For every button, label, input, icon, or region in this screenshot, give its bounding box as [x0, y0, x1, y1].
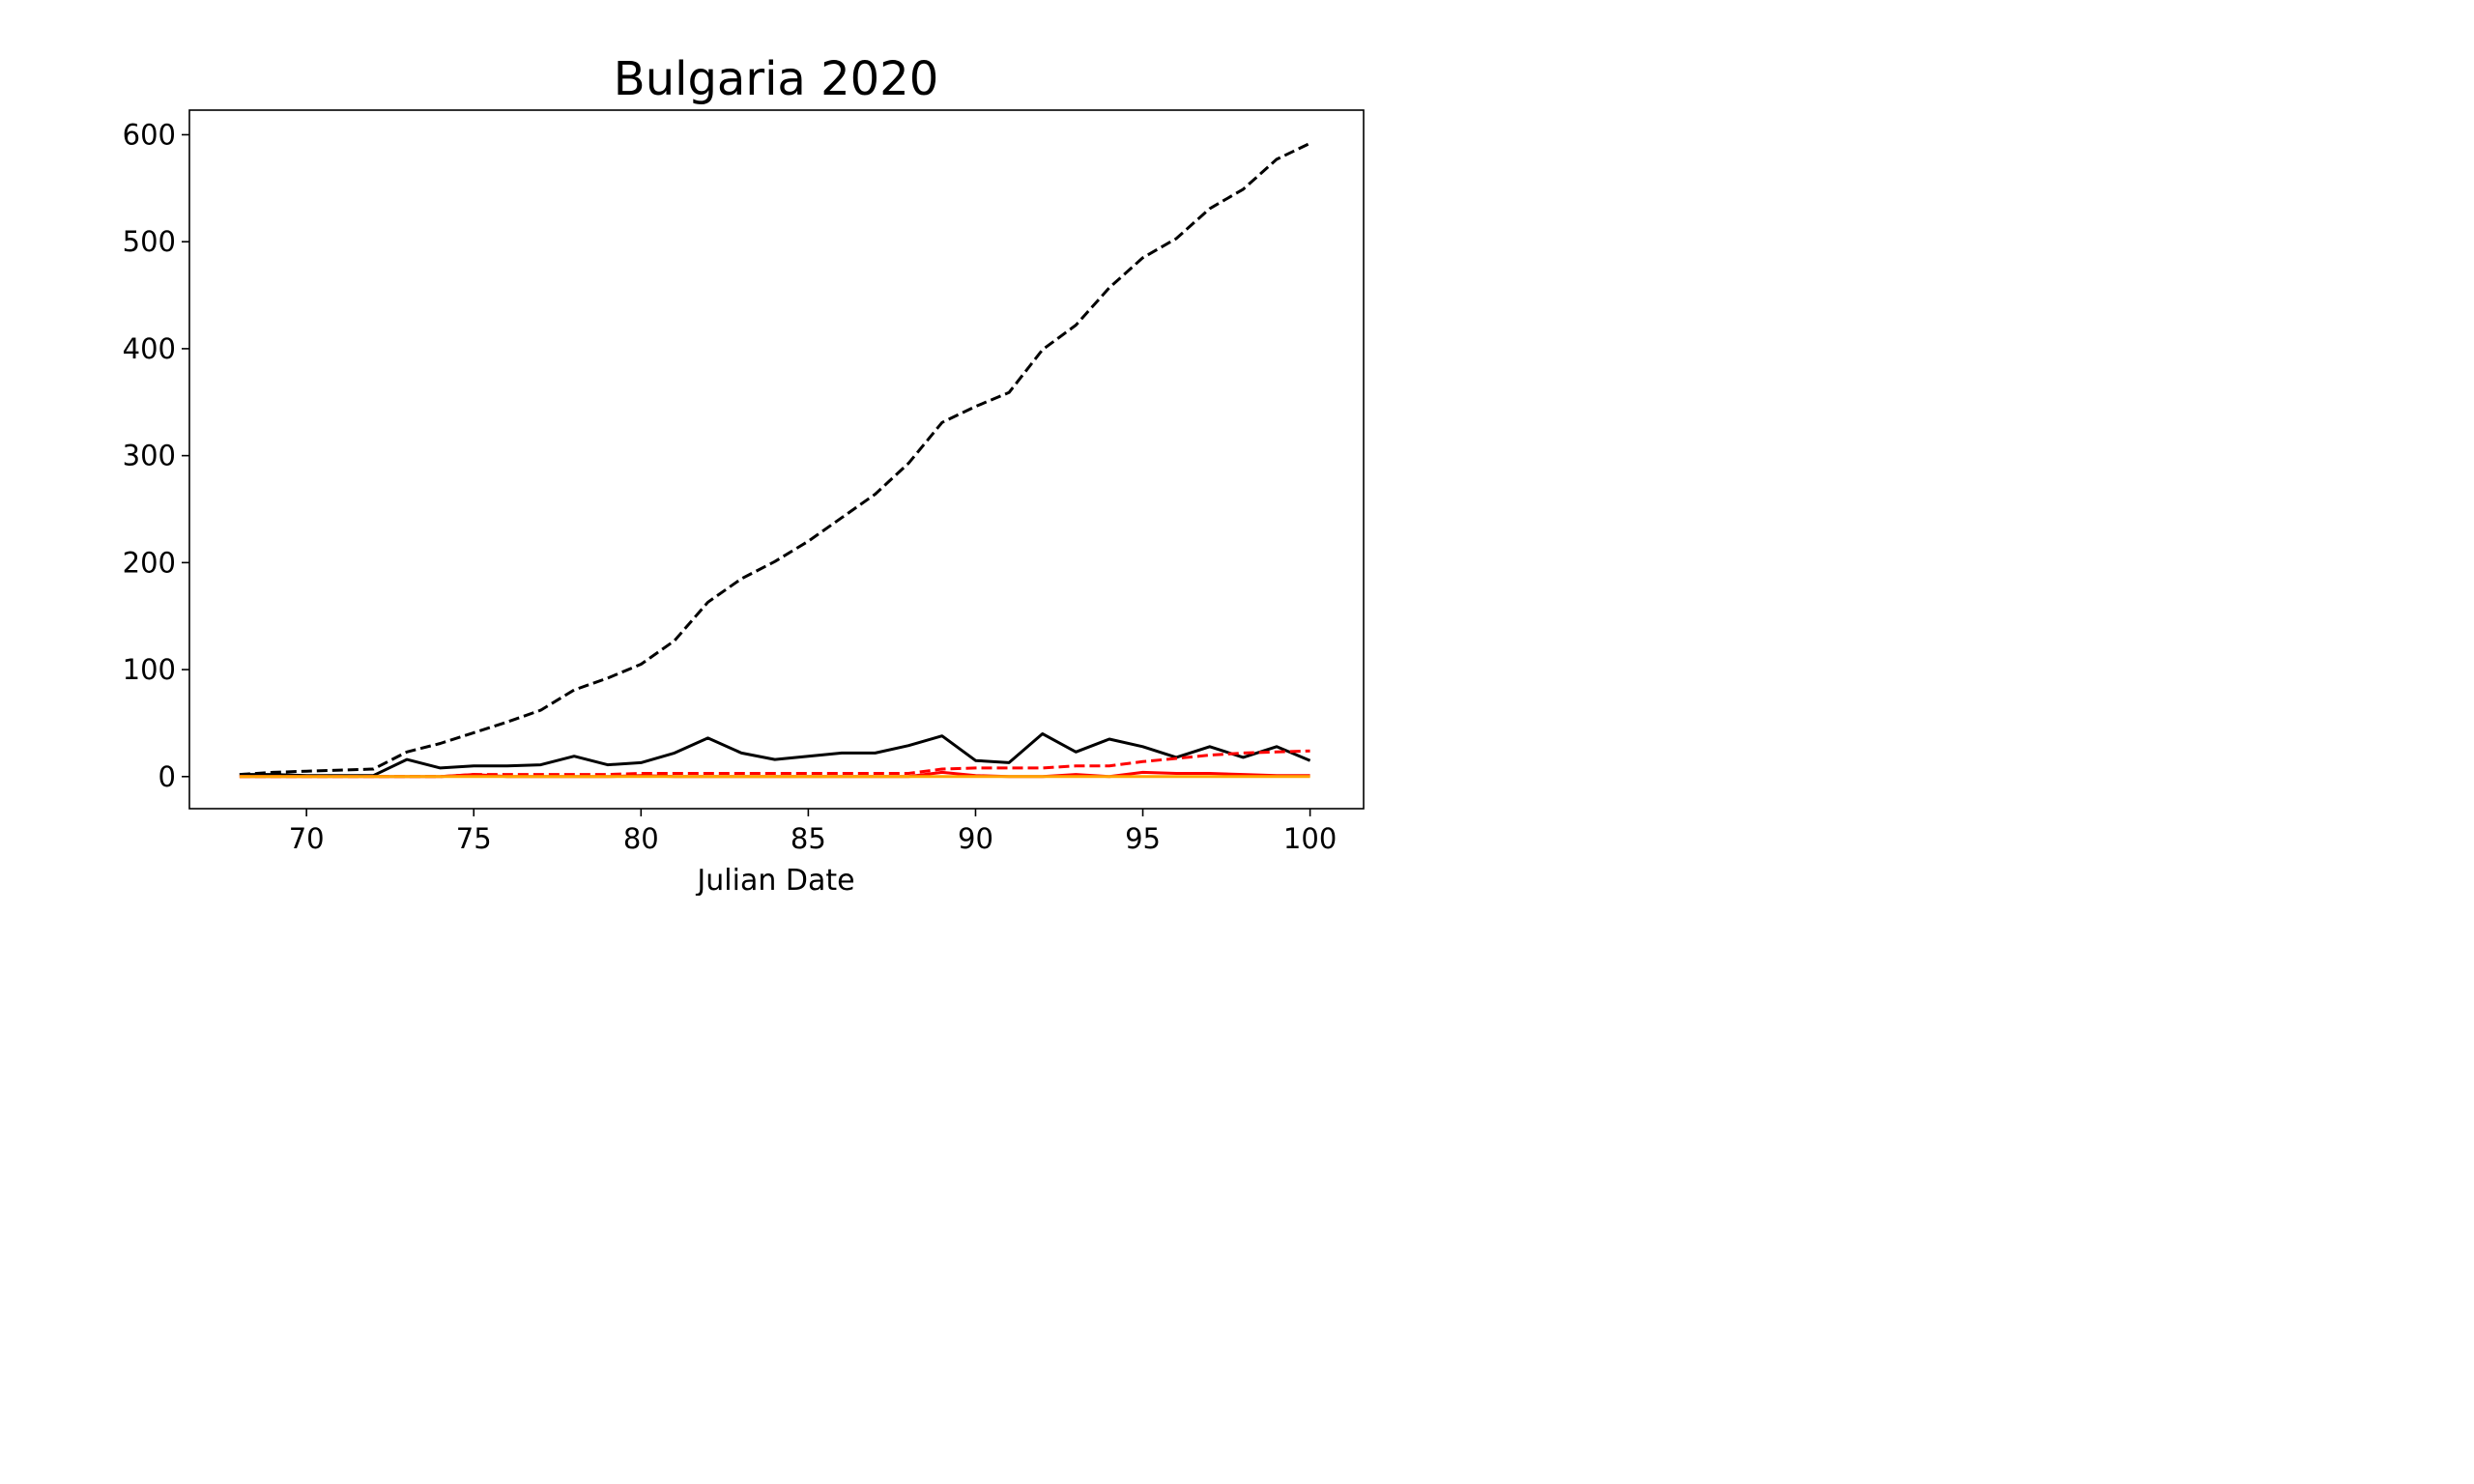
x-tick-label: 85	[791, 822, 826, 855]
chart-title: Bulgaria 2020	[614, 52, 938, 106]
chart: Bulgaria 2020 70 75 80 85 90 95 100 0 100 200 300…	[123, 52, 1365, 896]
x-tick-label: 70	[289, 822, 325, 855]
series-line-1	[239, 732, 1311, 778]
y-tick-label: 600	[123, 118, 176, 151]
x-tick-label: 100	[1283, 822, 1337, 855]
x-tick-label: 80	[623, 822, 659, 855]
x-tick-label: 95	[1125, 822, 1161, 855]
plot-frame	[188, 109, 1365, 810]
x-axis-label: Julian Date	[695, 864, 854, 896]
x-tick-label: 90	[958, 822, 993, 855]
x-tick-label: 75	[456, 822, 492, 855]
y-tick-label: 500	[123, 225, 176, 258]
series-line-0	[239, 141, 1311, 777]
y-axis-ticks: 0 100 200 300 400 500 600	[123, 118, 189, 793]
y-tick-label: 0	[158, 760, 176, 793]
y-tick-label: 100	[123, 653, 176, 686]
plot-series	[239, 141, 1311, 779]
y-tick-label: 400	[123, 332, 176, 365]
y-tick-label: 200	[123, 546, 176, 579]
y-tick-label: 300	[123, 440, 176, 472]
x-axis-ticks: 70 75 80 85 90 95 100	[289, 809, 1337, 855]
